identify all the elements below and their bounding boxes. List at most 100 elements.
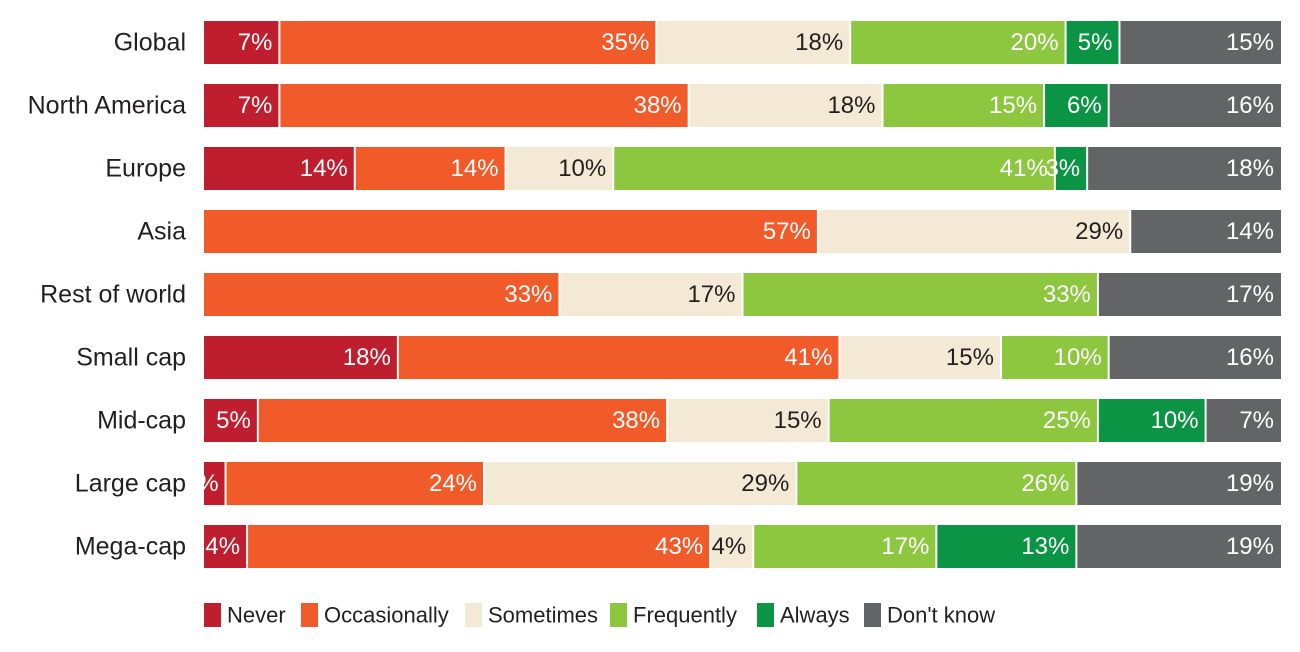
bar-segment — [204, 84, 280, 127]
bar-segment — [204, 273, 560, 316]
segment-divider — [504, 147, 507, 190]
legend-label: Frequently — [633, 603, 737, 628]
bar-segment — [204, 336, 398, 379]
legend-swatch — [465, 603, 482, 627]
data-label: 15% — [1226, 29, 1274, 56]
data-label: 24% — [429, 470, 477, 497]
segment-divider — [741, 273, 744, 316]
data-label: 57% — [763, 218, 811, 245]
bar-segment — [225, 462, 485, 505]
data-label: 10% — [1054, 344, 1102, 371]
bar-segment — [1054, 147, 1088, 190]
segment-divider — [224, 462, 227, 505]
category-label: Large cap — [75, 470, 186, 498]
bar-segment — [1130, 210, 1281, 253]
data-label: 19% — [1226, 470, 1274, 497]
segment-divider — [1107, 336, 1110, 379]
segment-divider — [1043, 84, 1046, 127]
bar-segment — [1000, 336, 1109, 379]
segment-divider — [246, 525, 249, 568]
bar-segment — [354, 147, 506, 190]
data-label: 7% — [1239, 407, 1274, 434]
bar-segment — [1097, 399, 1206, 442]
bar-segment — [1087, 147, 1281, 190]
data-label: 17% — [881, 533, 929, 560]
segment-divider — [353, 147, 356, 190]
category-label: Rest of world — [40, 281, 186, 309]
segment-divider — [1064, 21, 1067, 64]
bar-segment — [839, 336, 1001, 379]
category-labels: Global North America Europe Asia Rest of wor… — [28, 29, 186, 561]
data-label: 4% — [712, 533, 747, 560]
segment-divider — [655, 21, 658, 64]
legend-swatch — [864, 603, 881, 627]
data-label: 7% — [238, 29, 273, 56]
legend-label: Occasionally — [324, 603, 449, 628]
data-label: 2% — [184, 470, 219, 497]
data-label: 29% — [1075, 218, 1123, 245]
bar-segment — [1119, 21, 1281, 64]
bar-segment — [484, 462, 797, 505]
data-label: 41% — [1000, 155, 1048, 182]
segment-divider — [849, 21, 852, 64]
bar-segment — [828, 399, 1098, 442]
segment-divider — [935, 525, 938, 568]
legend-swatch — [204, 603, 221, 627]
segment-divider — [278, 21, 281, 64]
segment-divider — [687, 84, 690, 127]
data-label: 19% — [1226, 533, 1274, 560]
legend: Never Occasionally Sometimes Frequently Alwa… — [204, 603, 995, 628]
segment-divider — [256, 399, 259, 442]
bar-segment — [279, 84, 689, 127]
data-label: 15% — [774, 407, 822, 434]
data-label: 43% — [655, 533, 703, 560]
bar-segment — [397, 336, 840, 379]
category-label: Europe — [105, 155, 186, 183]
segment-divider — [396, 336, 399, 379]
category-label: Mega-cap — [75, 533, 186, 561]
legend-swatch — [610, 603, 627, 627]
bars-group: 7% 35% 18% 20% 5% 15% 7% 38% 18% 15% 6% 16% 14% 14% 10… — [184, 21, 1281, 568]
segment-divider — [795, 462, 798, 505]
data-label: 38% — [612, 407, 660, 434]
data-label: 7% — [238, 92, 273, 119]
bar-segment — [1076, 462, 1281, 505]
data-label: 18% — [827, 92, 875, 119]
bar-segment — [204, 21, 280, 64]
category-label: Asia — [137, 218, 186, 246]
segment-divider — [816, 210, 819, 253]
bar-segment — [279, 21, 657, 64]
data-label: 18% — [795, 29, 843, 56]
bar-segment — [204, 210, 818, 253]
bar-segment — [850, 21, 1066, 64]
bar-segment — [817, 210, 1131, 253]
data-label: 26% — [1021, 470, 1069, 497]
data-label: 29% — [741, 470, 789, 497]
data-label: 15% — [989, 92, 1037, 119]
bar-segment — [204, 399, 258, 442]
data-label: 5% — [1078, 29, 1113, 56]
bar-segment — [1076, 525, 1281, 568]
bar-segment — [882, 84, 1045, 127]
legend-label: Don't know — [887, 603, 995, 628]
legend-swatch — [301, 603, 318, 627]
bar-segment — [247, 525, 711, 568]
data-label: 6% — [1067, 92, 1102, 119]
bar-segment — [1065, 21, 1120, 64]
bar-segment — [710, 525, 754, 568]
legend-label: Never — [227, 603, 286, 628]
segment-divider — [1096, 399, 1099, 442]
legend-swatch — [757, 603, 774, 627]
data-label: 13% — [1021, 533, 1069, 560]
bar-segment — [1097, 273, 1281, 316]
data-label: 5% — [216, 407, 251, 434]
data-label: 25% — [1043, 407, 1091, 434]
segment-divider — [838, 336, 841, 379]
bar-segment — [1044, 84, 1109, 127]
segment-divider — [612, 147, 615, 190]
bar-segment — [505, 147, 614, 190]
category-label: North America — [28, 92, 186, 120]
bar-segment — [257, 399, 668, 442]
segment-divider — [1129, 210, 1132, 253]
bar-segment — [656, 21, 851, 64]
